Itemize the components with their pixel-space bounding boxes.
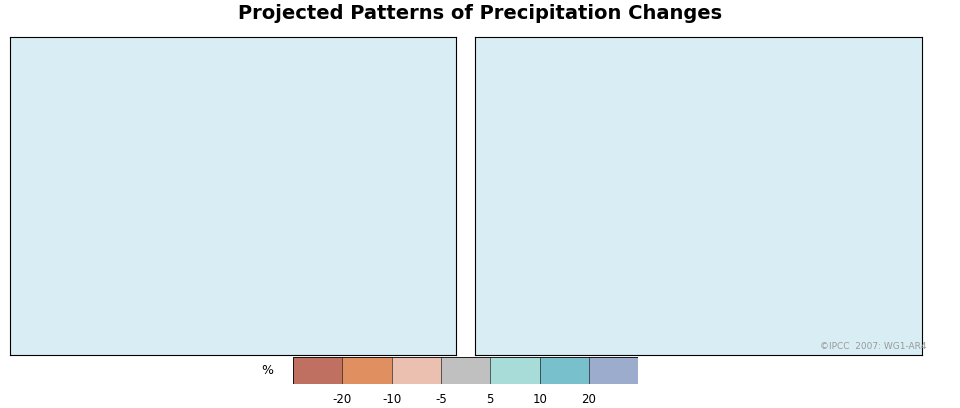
Text: Projected Patterns of Precipitation Changes: Projected Patterns of Precipitation Chan… <box>238 4 722 23</box>
Text: -20: -20 <box>332 393 351 406</box>
Text: 10: 10 <box>532 393 547 406</box>
Text: -5: -5 <box>435 393 446 406</box>
Text: %: % <box>261 364 273 377</box>
Text: -10: -10 <box>382 393 401 406</box>
Bar <box>589 357 638 384</box>
Text: 5: 5 <box>487 393 494 406</box>
Bar <box>491 357 540 384</box>
Bar <box>540 357 589 384</box>
Bar <box>441 357 491 384</box>
Text: ©IPCC  2007: WG1-AR4: ©IPCC 2007: WG1-AR4 <box>820 342 926 351</box>
Bar <box>342 357 392 384</box>
Bar <box>392 357 441 384</box>
Text: 20: 20 <box>582 393 596 406</box>
Bar <box>293 357 342 384</box>
